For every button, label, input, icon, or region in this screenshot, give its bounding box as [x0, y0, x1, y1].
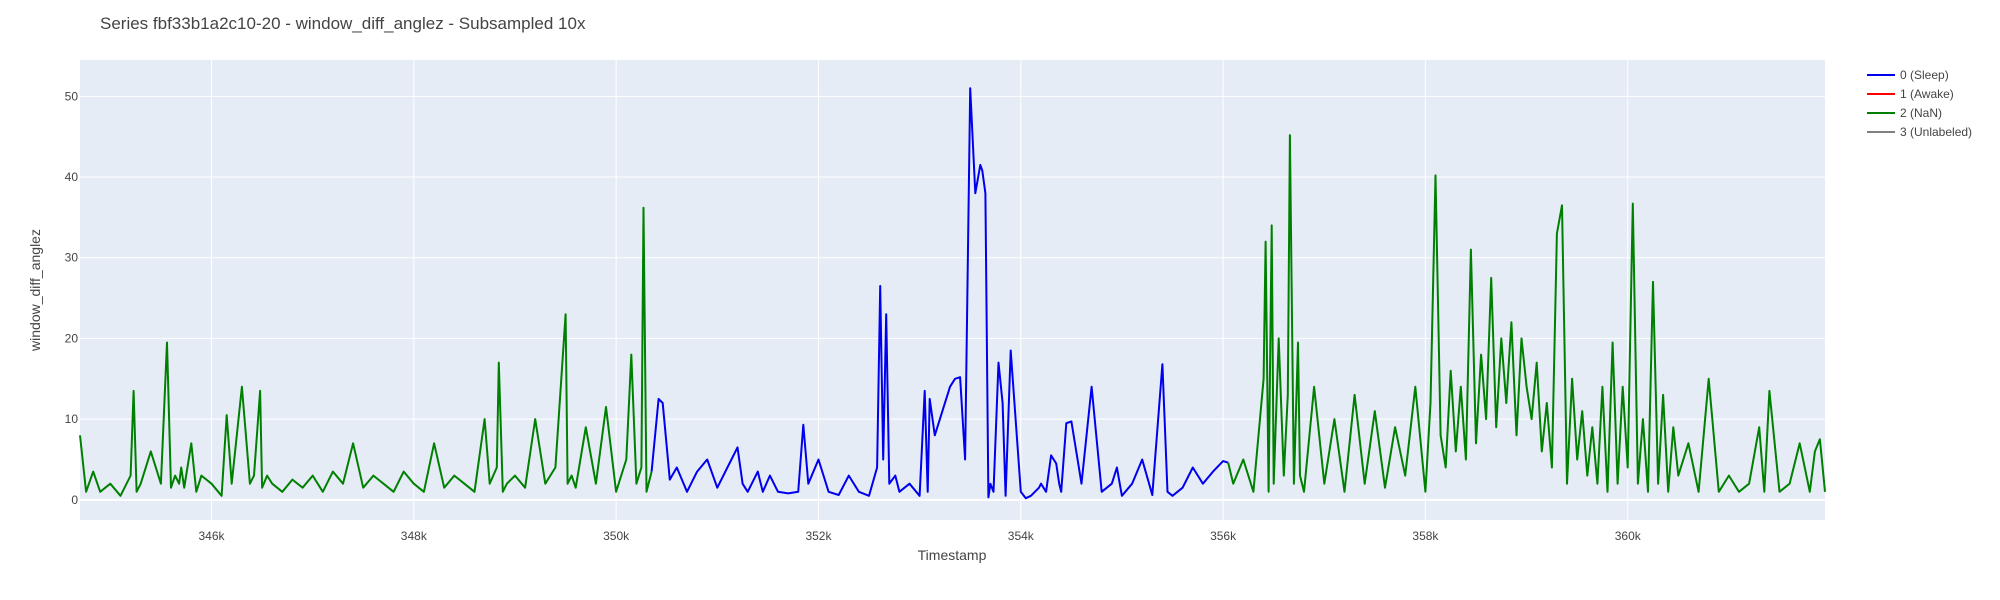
y-tick-label: 40: [65, 170, 79, 184]
x-tick-label: 352k: [805, 529, 832, 543]
x-tick-label: 348k: [401, 529, 428, 543]
x-tick-label: 350k: [603, 529, 630, 543]
chart-title: Series fbf33b1a2c10-20 - window_diff_ang…: [100, 14, 586, 33]
y-axis-title: window_diff_anglez: [27, 229, 43, 352]
x-axis-title: Timestamp: [918, 547, 987, 563]
y-tick-label: 0: [71, 493, 78, 507]
series-lines: [79, 87, 1826, 500]
x-tick-label: 356k: [1210, 529, 1237, 543]
y-tick-label: 10: [65, 412, 79, 426]
y-axis-ticks: 0 10 20 30 40 50: [65, 89, 79, 507]
x-tick-label: 354k: [1008, 529, 1035, 543]
legend-item-label[interactable]: 2 (NaN): [1900, 106, 1942, 120]
legend-item-label[interactable]: 1 (Awake): [1900, 87, 1954, 101]
y-tick-label: 50: [65, 89, 79, 103]
x-tick-label: 346k: [198, 529, 225, 543]
y-tick-label: 30: [65, 251, 79, 265]
legend-item-label[interactable]: 0 (Sleep): [1900, 68, 1949, 82]
legend: 0 (Sleep) 1 (Awake) 2 (NaN) 3 (Unlabeled): [1867, 68, 1972, 139]
grid: [80, 60, 1825, 520]
plot-area[interactable]: [80, 60, 1825, 520]
series-line-2: [79, 206, 653, 497]
x-tick-label: 360k: [1615, 529, 1642, 543]
y-tick-label: 20: [65, 331, 79, 345]
series-line-3: [1227, 134, 1826, 493]
x-tick-label: 358k: [1412, 529, 1439, 543]
x-axis-ticks: 346k 348k 350k 352k 354k 356k 358k 360k: [198, 529, 1641, 543]
legend-item-label[interactable]: 3 (Unlabeled): [1900, 125, 1972, 139]
series-line-0: [650, 87, 1229, 500]
